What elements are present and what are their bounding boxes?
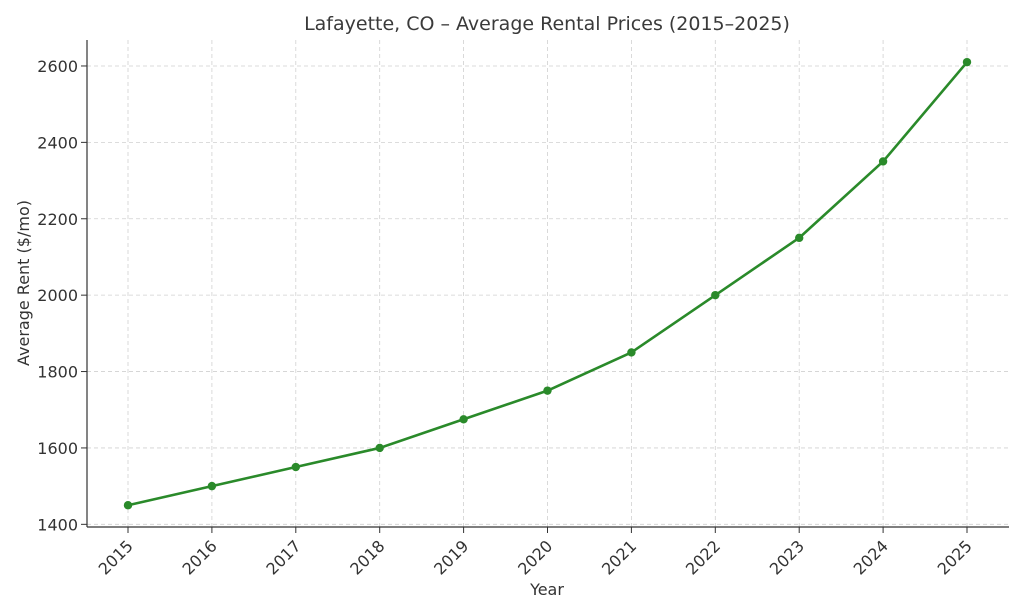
x-tick-label: 2016 [179, 536, 221, 578]
data-point [459, 415, 468, 424]
data-point [795, 233, 804, 243]
data-point [207, 481, 217, 491]
axis-ticks: 2015 2016 2017 2018 2019 2020 2021 2022 2023 2024… [37, 57, 976, 579]
x-tick-label: 2023 [766, 536, 808, 578]
x-tick-label: 2017 [262, 536, 304, 578]
y-axis-label: Average Rent ($/mo) [14, 200, 33, 366]
y-tick-label: 1800 [37, 363, 78, 382]
data-point [543, 386, 552, 395]
series [123, 57, 972, 510]
data-point [375, 443, 384, 453]
y-tick-label: 2000 [37, 286, 78, 305]
x-tick-label: 2019 [430, 536, 472, 578]
x-tick-label: 2015 [95, 536, 137, 578]
grid [87, 40, 1009, 527]
x-tick-label: 2022 [682, 536, 724, 578]
y-tick-label: 2400 [37, 133, 78, 152]
x-axis-label: Year [529, 580, 564, 599]
chart-title: Lafayette, CO – Average Rental Prices (2… [304, 13, 790, 35]
y-tick-label: 1400 [37, 515, 78, 534]
x-tick-label: 2020 [514, 536, 556, 578]
x-tick-label: 2018 [346, 536, 388, 578]
y-tick-label: 2200 [37, 210, 78, 229]
data-point [627, 348, 636, 357]
data-point [123, 501, 133, 510]
data-point [962, 57, 972, 67]
data-point [878, 157, 888, 166]
x-tick-label: 2024 [850, 536, 892, 578]
x-tick-label: 2021 [598, 536, 640, 578]
x-tick-label: 2025 [934, 536, 976, 578]
data-point [291, 462, 300, 472]
y-tick-label: 1600 [37, 439, 78, 458]
y-tick-label: 2600 [37, 57, 78, 76]
data-point [711, 290, 720, 300]
series-line [127, 61, 968, 507]
